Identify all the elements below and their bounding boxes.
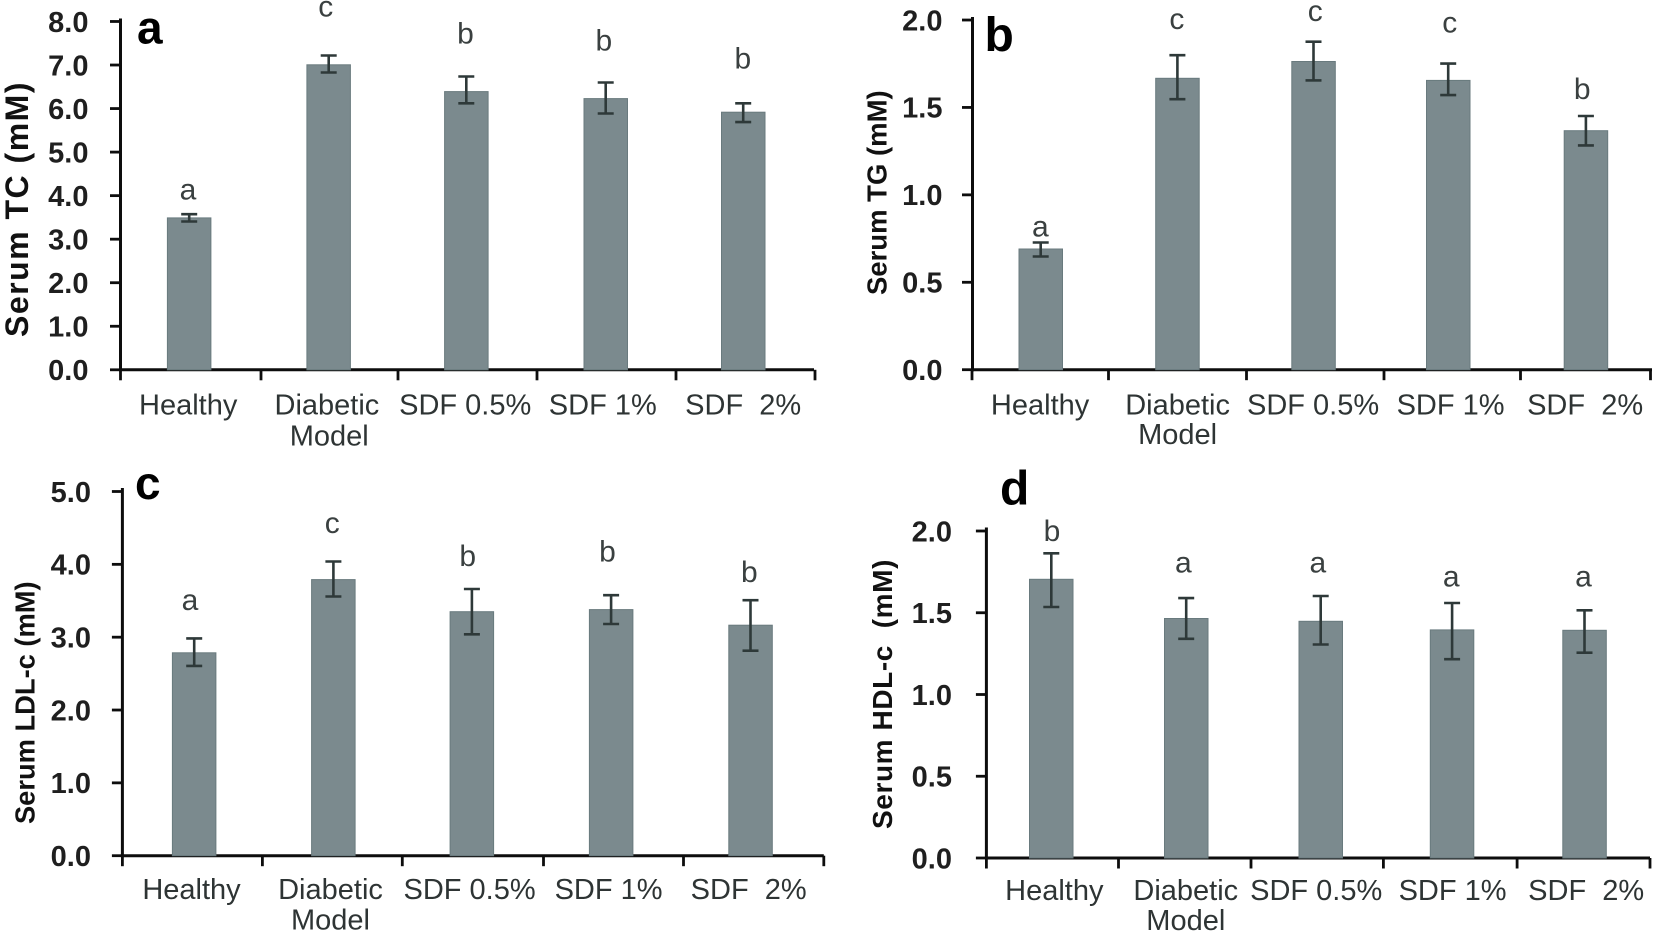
svg-text:SDF 0.5%: SDF 0.5%	[399, 390, 531, 422]
svg-text:c: c	[1308, 0, 1323, 28]
svg-text:b: b	[599, 536, 616, 569]
svg-text:SDF 2%: SDF 2%	[1528, 875, 1644, 907]
svg-text:1.5: 1.5	[902, 93, 942, 125]
svg-text:c: c	[1442, 7, 1457, 40]
svg-text:Diabetic: Diabetic	[278, 874, 383, 906]
svg-text:SDF 2%: SDF 2%	[685, 390, 801, 422]
svg-text:a: a	[182, 584, 199, 617]
svg-text:c: c	[135, 457, 161, 509]
svg-text:Serum LDL-c (mM): Serum LDL-c (mM)	[9, 581, 40, 824]
svg-text:4.0: 4.0	[48, 181, 88, 213]
svg-text:8.0: 8.0	[48, 7, 88, 39]
svg-text:b: b	[1044, 515, 1061, 548]
svg-text:Diabetic: Diabetic	[1125, 390, 1230, 422]
svg-text:1.5: 1.5	[912, 598, 952, 630]
svg-text:a: a	[1443, 561, 1460, 594]
svg-text:SDF 2%: SDF 2%	[691, 874, 807, 906]
svg-text:a: a	[1032, 210, 1049, 243]
svg-text:5.0: 5.0	[51, 477, 91, 509]
svg-text:2.0: 2.0	[912, 516, 952, 548]
svg-text:b: b	[735, 43, 752, 76]
svg-text:b: b	[1574, 73, 1591, 106]
svg-text:b: b	[457, 18, 474, 51]
svg-text:c: c	[1169, 3, 1184, 36]
svg-text:2.0: 2.0	[48, 268, 88, 300]
svg-text:d: d	[1000, 463, 1029, 516]
svg-text:Healthy: Healthy	[991, 390, 1090, 422]
svg-text:1.0: 1.0	[51, 768, 91, 800]
svg-text:SDF 1%: SDF 1%	[549, 390, 657, 422]
svg-text:0.5: 0.5	[902, 268, 942, 300]
svg-text:Diabetic: Diabetic	[275, 390, 380, 422]
svg-text:2.0: 2.0	[51, 695, 91, 727]
svg-text:SDF 1%: SDF 1%	[1399, 875, 1507, 907]
svg-text:0.0: 0.0	[912, 843, 952, 875]
svg-text:5.0: 5.0	[48, 137, 88, 169]
svg-text:Healthy: Healthy	[142, 874, 241, 906]
svg-text:2.0: 2.0	[902, 5, 942, 37]
svg-text:3.0: 3.0	[48, 224, 88, 256]
svg-text:3.0: 3.0	[51, 622, 91, 654]
svg-text:c: c	[318, 0, 333, 24]
svg-text:7.0: 7.0	[48, 50, 88, 82]
svg-text:Model: Model	[290, 421, 369, 453]
svg-text:SDF 0.5%: SDF 0.5%	[1250, 875, 1382, 907]
svg-text:b: b	[741, 556, 758, 589]
svg-text:Healthy: Healthy	[1005, 875, 1104, 907]
svg-text:b: b	[459, 540, 476, 573]
svg-text:SDF 2%: SDF 2%	[1527, 390, 1643, 422]
svg-text:1.0: 1.0	[912, 680, 952, 712]
svg-text:Model: Model	[291, 905, 370, 936]
svg-text:1.0: 1.0	[48, 312, 88, 344]
svg-text:Healthy: Healthy	[139, 390, 238, 422]
svg-text:6.0: 6.0	[48, 94, 88, 126]
svg-text:Serum TC (mM): Serum TC (mM)	[0, 81, 35, 337]
svg-text:a: a	[1575, 561, 1592, 594]
svg-text:SDF 0.5%: SDF 0.5%	[1247, 390, 1379, 422]
svg-text:0.5: 0.5	[912, 762, 952, 794]
svg-text:SDF 0.5%: SDF 0.5%	[404, 874, 536, 906]
svg-text:Model: Model	[1146, 905, 1225, 935]
svg-text:c: c	[325, 507, 340, 540]
svg-text:SDF 1%: SDF 1%	[1397, 390, 1505, 422]
svg-text:Serum TG (mM): Serum TG (mM)	[861, 90, 892, 295]
svg-text:1.0: 1.0	[902, 180, 942, 212]
svg-text:0.0: 0.0	[51, 841, 91, 873]
svg-text:a: a	[1309, 546, 1326, 579]
svg-text:Diabetic: Diabetic	[1133, 875, 1238, 907]
svg-text:a: a	[180, 173, 197, 206]
svg-text:0.0: 0.0	[48, 355, 88, 387]
svg-text:Serum HDL-c (mM): Serum HDL-c (mM)	[867, 559, 898, 829]
svg-text:a: a	[137, 2, 163, 54]
svg-text:Model: Model	[1138, 419, 1217, 451]
svg-text:b: b	[595, 24, 612, 57]
svg-text:SDF 1%: SDF 1%	[555, 874, 663, 906]
svg-text:a: a	[1175, 546, 1192, 579]
svg-text:0.0: 0.0	[902, 355, 942, 387]
svg-text:4.0: 4.0	[51, 550, 91, 582]
svg-text:b: b	[985, 9, 1014, 62]
